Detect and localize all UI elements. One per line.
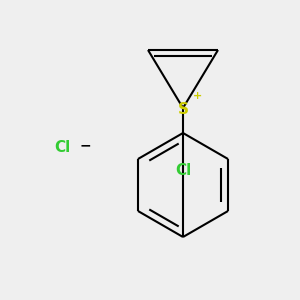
Text: −: − — [79, 138, 91, 152]
Text: S: S — [178, 101, 188, 116]
Text: Cl: Cl — [175, 163, 191, 178]
Text: +: + — [192, 91, 202, 101]
Text: Cl: Cl — [54, 140, 70, 155]
